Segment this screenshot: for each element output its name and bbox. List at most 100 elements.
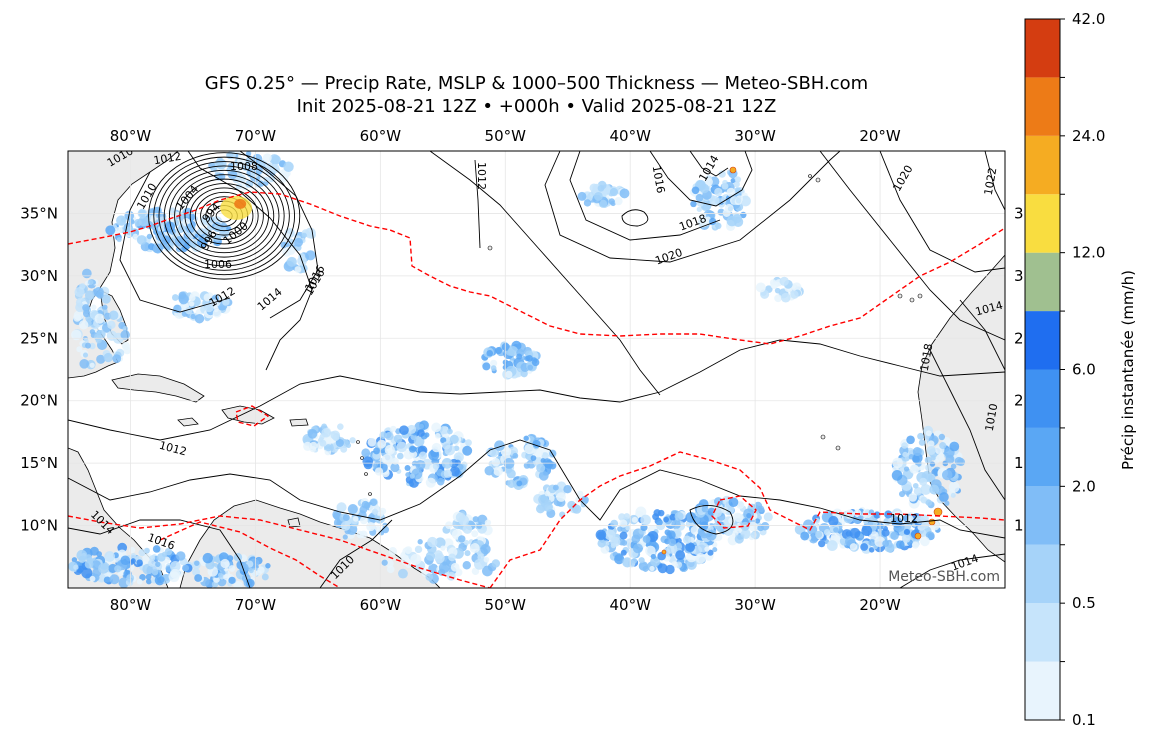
precip-cell [917,432,924,440]
isobar-label: 1018 [918,342,936,372]
precip-cell [449,434,459,444]
isobar-label: 1016 [650,164,668,194]
precip-cell [929,484,940,495]
isobar-1016-high [649,151,753,207]
precip-cell [664,529,671,536]
precip-cell [109,574,120,585]
lon-tick-label-bottom: 40°W [609,596,651,614]
isobar-sa [319,519,393,588]
colorbar-segment [1025,427,1060,487]
colorbar-segment [1025,486,1060,545]
precip-cell [512,452,519,459]
precip-cell [493,466,503,476]
precip-cell [538,494,549,505]
precip-cell [257,566,265,574]
isobar-1014 [239,151,319,319]
precip-cell [896,540,905,549]
precip-cell [182,564,190,572]
precip-cell [945,454,955,464]
precip-cell [595,529,607,541]
precip-cell [465,439,472,447]
precip-cell [405,472,411,478]
precip-cell [860,543,869,551]
precip-cell [414,545,423,554]
precip-cell [572,504,582,514]
precip-cell [507,346,519,357]
precip-cell [580,495,589,504]
precip-cell [632,543,643,554]
precip-cell [349,437,356,444]
precip-cell [188,294,196,302]
precip-cell [388,547,398,556]
chart-title: GFS 0.25° — Precip Rate, MSLP & 1000–500… [204,73,869,94]
lat-tick-label: 15°N [20,454,58,472]
precip-cell [489,448,499,458]
precip-cell [138,549,146,557]
precip-cell [85,342,92,349]
precip-cell [531,358,540,367]
precip-cell [800,531,810,541]
lat-tick-label: 20°N [20,392,58,410]
precip-cell [543,502,553,512]
precip-cell [594,191,603,201]
precip-cell [194,313,205,324]
precip-cell [74,286,85,298]
precip-cell [82,352,89,358]
map-frame [67,150,1006,589]
precip-cell [398,568,408,579]
precip-cell [178,294,189,305]
precip-cell [443,469,452,478]
precip-cell [712,547,718,553]
colorbar-segment [1025,77,1060,136]
precip-cell [814,530,823,539]
precip-cell [690,200,697,208]
precip-cell [830,532,841,543]
precip-cell [906,435,915,445]
precip-cell [188,301,195,307]
precip-cell [556,492,566,502]
isobar-1016-east [819,151,1005,341]
isobar-1018-east [984,151,1005,211]
land-puerto-rico [289,418,309,427]
precip-cell [904,528,911,536]
precip-cell [818,540,826,548]
colorbar-tick-label: 24.0 [1072,127,1105,145]
precip-cell [136,235,147,245]
precip-cell [462,524,473,534]
lon-tick-label-top: 60°W [360,127,402,145]
isobar-1014-high [689,151,729,177]
precip-cell [516,480,523,487]
precip-cell [599,199,608,208]
precip-cell [927,440,935,448]
precip-cell [740,521,750,531]
low-isobar-ring [158,161,290,271]
isobar-label: 1022 [982,166,1000,196]
land-trinidad [287,517,301,528]
precip-cell [631,557,638,564]
precip-cell [908,492,918,502]
precip-cell [484,465,495,476]
precip-cell [774,294,782,303]
precip-cell [116,236,122,243]
precip-cell [132,233,138,239]
chart-subtitle: Init 2025-08-21 12Z • +000h • Valid 2025… [296,96,777,117]
precip-cell [462,561,471,570]
precip-cell [369,498,378,506]
precip-cell [116,215,127,226]
precip-cell [228,565,236,572]
precip-cell [726,215,738,227]
precip-cell [89,329,96,335]
precip-cell [924,456,932,464]
precip-cell [194,574,203,582]
precip-cell [356,530,365,539]
precip-cell [157,576,165,584]
thickness-loop [711,495,757,529]
precip-cell [718,170,726,178]
precip-cell [307,428,318,439]
precip-cell [790,290,799,299]
precip-cell [347,504,358,515]
precip-core [928,518,936,526]
precip-cell [212,308,222,318]
precip-cell [73,564,79,570]
precip-cell [122,326,129,332]
